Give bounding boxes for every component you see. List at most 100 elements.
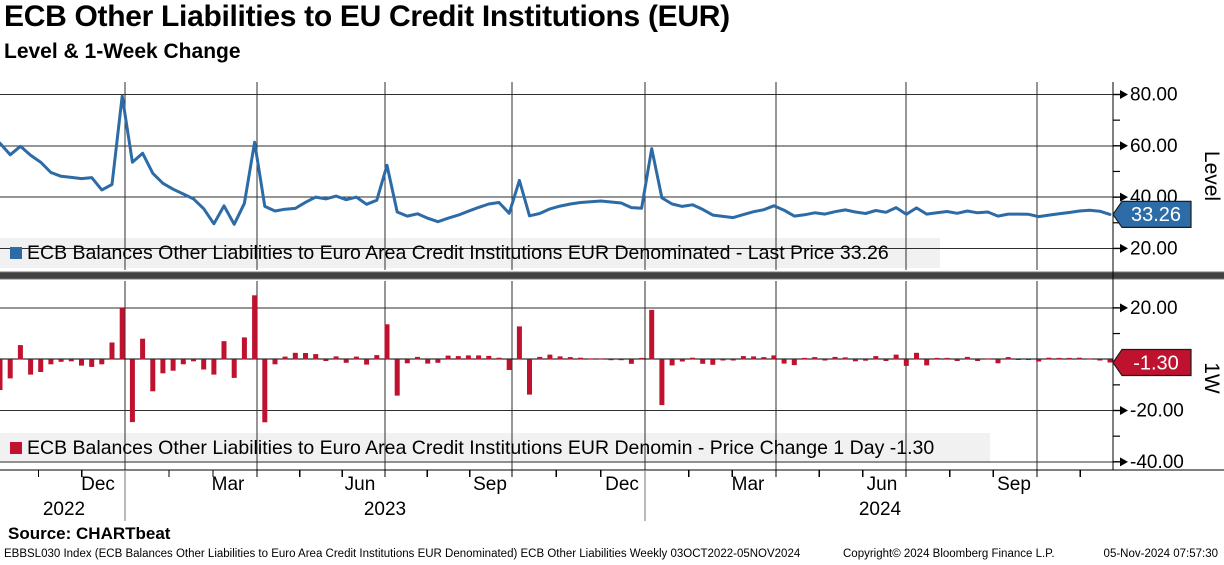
change-bar [964,356,970,360]
change-bar [364,359,370,365]
y-tick-arrow-icon [1120,406,1128,416]
change-tick-label: -40.00 [1130,452,1184,473]
change-last-value-badge-value: -1.30 [1133,352,1179,374]
month-label: Jun [867,474,898,495]
change-bar [832,356,838,360]
change-bar [191,359,196,362]
change-legend-strip [0,433,990,463]
change-bar [1066,357,1072,360]
change-bar [211,359,217,375]
change-bar [384,324,390,360]
change-bar [1056,357,1062,360]
level-legend-marker [10,247,22,259]
change-bar [903,359,909,366]
change-bar [303,353,308,360]
change-bar [252,295,258,360]
change-last-value-badge [1112,348,1192,377]
level-tick-label: 60.00 [1130,136,1178,157]
change-bar [802,357,807,360]
change-bar [404,359,410,364]
level-axis-title: Level [1200,151,1223,201]
change-bar [221,341,227,360]
change-bar [740,356,746,360]
change-bar [883,359,889,361]
change-bar [180,359,186,365]
footer-timestamp: 05-Nov-2024 07:57:30 [1103,548,1218,560]
change-bar [985,358,991,360]
change-bar [659,359,665,406]
chart-canvas: ECB Balances Other Liabilities to Euro A… [0,82,1224,521]
change-bar [578,357,583,360]
change-bar [129,359,135,423]
change-bar [700,359,706,364]
change-bar [842,357,848,360]
change-bar [812,357,818,360]
change-bar [1015,359,1021,360]
change-bar [333,356,339,360]
change-bar [863,359,869,361]
level-legend-strip [0,238,940,268]
y-tick-arrow-icon [1120,192,1128,202]
change-bar [394,359,400,396]
change-axis-title: 1W [1200,362,1223,394]
change-bar [476,355,482,360]
change-bar [649,309,655,360]
change-bar [506,359,512,370]
change-bar [975,359,981,361]
change-bar [445,355,451,360]
change-bar [914,352,919,360]
change-bar [639,357,645,360]
change-bar [150,359,156,392]
year-label: 2024 [859,499,902,520]
month-label: Sep [997,474,1031,495]
y-tick-arrow-icon [1120,243,1128,253]
change-bar [751,356,757,360]
footer-copyright: Copyright© 2024 Bloomberg Finance L.P. [843,548,1055,560]
change-bar [567,357,573,360]
y-tick-arrow-icon [1120,141,1128,151]
change-bar [272,359,278,365]
change-bar [1107,359,1113,363]
change-bar [1046,357,1052,360]
change-tick-label: 20.00 [1130,298,1178,319]
change-bar [323,359,329,361]
change-bar [618,359,624,361]
change-bar [1005,357,1011,360]
change-bar [628,359,634,364]
change-bar [1036,359,1042,362]
change-bar [465,355,471,360]
change-bar [1026,359,1031,360]
level-tick-label: 20.00 [1130,238,1178,259]
change-bar [68,359,74,362]
change-bar [17,345,23,360]
change-bar [140,338,146,360]
change-bar [48,359,54,365]
change-legend-marker [10,442,22,454]
change-bar [791,359,797,366]
y-tick-arrow-icon [1120,90,1128,99]
change-bar [679,359,685,362]
change-bar [0,359,3,390]
change-bar [201,359,207,370]
change-bar [516,326,522,360]
change-bar [343,359,349,363]
change-bar [781,359,787,364]
change-bar [710,359,716,365]
change-bar [425,359,431,364]
month-label: Sep [473,474,507,495]
level-last-price-badge-value: 33.26 [1131,204,1181,226]
change-bar [455,356,461,360]
month-label: Mar [212,474,245,495]
change-bar [415,356,420,360]
change-bar [822,359,828,361]
change-bar [119,307,125,360]
change-bar [598,358,604,360]
change-bar [58,359,64,362]
month-label: Dec [81,474,115,495]
change-bar [608,359,614,361]
change-bar [353,356,359,360]
change-bar [547,354,553,360]
change-bar [1076,357,1082,360]
change-bar [1087,358,1093,360]
